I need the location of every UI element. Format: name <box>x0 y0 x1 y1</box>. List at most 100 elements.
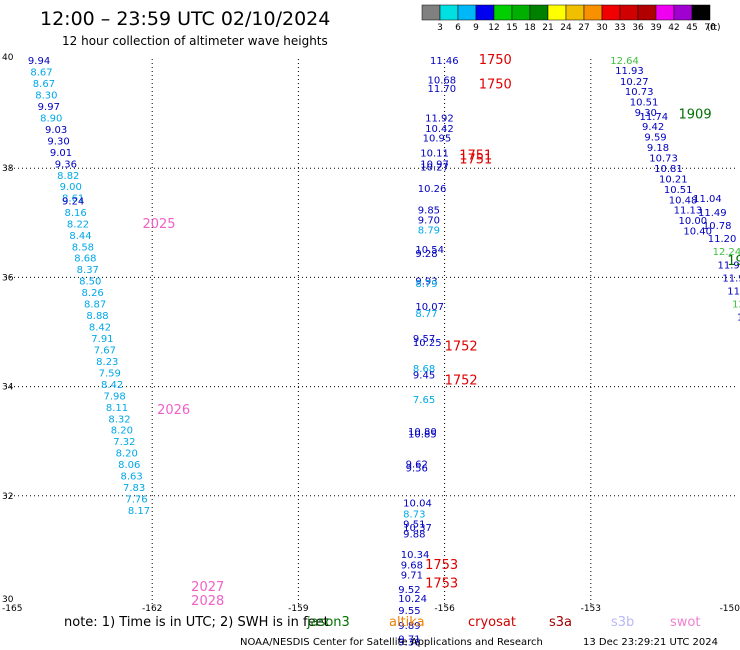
swh-value-jason3: 11.98 <box>718 260 740 271</box>
swh-value-swot: 7.67 <box>94 345 116 356</box>
colorbar-label: 21 <box>542 23 553 33</box>
colorbar-label: 39 <box>650 23 662 33</box>
x-tick-label: -150 <box>720 604 740 614</box>
swh-value-jason3: 11.90 <box>727 287 740 298</box>
colorbar-swatch <box>457 4 477 21</box>
swh-value-s3a: 10.21 <box>659 175 688 186</box>
satellite-legend: jason3 altika cryosat s3a s3b swot <box>306 615 700 630</box>
swh-value-swot: 8.20 <box>111 426 133 437</box>
swh-value-cryosat: 10.04 <box>403 498 432 509</box>
pass-label-cryosat: 1752 <box>445 374 478 389</box>
swh-value-swot: 9.30 <box>47 136 69 147</box>
pass-label-jason3: 191 <box>727 254 740 269</box>
swh-value-swot: 8.68 <box>74 254 96 265</box>
swh-value-swot: 8.17 <box>128 506 150 517</box>
swh-value-swot: 8.26 <box>82 288 104 299</box>
colorbar-swatch <box>475 4 495 21</box>
legend-item-cryosat: cryosat <box>468 615 516 630</box>
swh-value-s3a: 9.30 <box>635 108 657 119</box>
swh-value-swot: 8.63 <box>121 472 143 483</box>
footer-note: note: 1) Time is in UTC; 2) SWH is in fe… <box>64 615 329 630</box>
swh-value-swot: 8.11 <box>106 403 128 414</box>
footer-timestamp: 13 Dec 23:29:21 UTC 2024 <box>583 637 718 648</box>
legend-item-s3a: s3a <box>549 615 572 630</box>
swh-value-swot: 8.32 <box>108 414 130 425</box>
colorbar-swatch <box>439 4 459 21</box>
swh-value-swot: 8.88 <box>86 311 108 322</box>
swh-value-cryosat: 9.55 <box>398 606 420 617</box>
swh-value-s3a: 10.27 <box>620 77 649 88</box>
colorbar-unit: (ft) <box>707 23 721 33</box>
pass-label-cryosat: 1750 <box>479 78 512 93</box>
pass-label-swot: 2026 <box>157 403 190 418</box>
x-tick-label: -165 <box>2 604 22 614</box>
swh-value-s3a: 10.81 <box>654 164 683 175</box>
swh-value-cryosat: 9.85 <box>418 206 440 217</box>
swh-value-s3a: 10.73 <box>625 87 654 98</box>
swh-value-swot: 7.76 <box>125 495 147 506</box>
swh-value-swot: 8.16 <box>64 208 86 219</box>
swh-value-cryosat: 10.11 <box>420 148 449 159</box>
chart-subtitle: 12 hour collection of altimeter wave hei… <box>62 34 328 48</box>
swh-value-cryosat: 10.37 <box>403 523 432 534</box>
swh-value-s3a: 11.13 <box>674 206 703 217</box>
swh-value-swot: 9.00 <box>60 182 82 193</box>
colorbar-swatch <box>421 4 441 21</box>
swh-value-cryosat: 10.85 <box>408 430 437 441</box>
colorbar-swatch <box>511 4 531 21</box>
swh-value-s3a: 10.00 <box>679 216 708 227</box>
colorbar-label: 33 <box>614 23 625 33</box>
swh-value-s3a: 10.51 <box>664 185 693 196</box>
swh-value-cryosat: 8.79 <box>418 225 440 236</box>
swh-value-jason3: 11.3 <box>737 313 740 324</box>
colorbar-label: 45 <box>686 23 697 33</box>
pass-label-jason3: 1909 <box>679 108 712 123</box>
swh-value-jason3: 11.04 <box>693 194 722 205</box>
swh-value-swot: 8.20 <box>116 449 138 460</box>
chart-title: 12:00 – 23:59 UTC 02/10/2024 <box>40 8 330 30</box>
swh-value-cryosat: 8.77 <box>415 309 437 320</box>
colorbar-swatch <box>691 4 711 21</box>
swh-value-cryosat: 10.42 <box>425 124 454 135</box>
swh-value-cryosat: 10.80 <box>408 427 437 438</box>
colorbar-swatch <box>493 4 513 21</box>
pass-label-cryosat: 1751 <box>459 152 492 167</box>
swh-value-swot: 9.36 <box>55 159 77 170</box>
colorbar-label: 24 <box>560 23 572 33</box>
swh-value-swot: 8.67 <box>30 68 52 79</box>
pass-label-swot: 2025 <box>142 217 175 232</box>
swh-value-swot: 8.42 <box>101 380 123 391</box>
pass-label-swot: 2028 <box>191 594 224 609</box>
swh-value-cryosat: 10.27 <box>420 163 449 174</box>
x-axis-ticks: -165 -162 -159 -156 -153 -150 <box>2 604 740 614</box>
data-points: 11.04 11.49 10.78 11.20 12.24 11.98 11.93 11.90… <box>28 56 740 649</box>
colorbar-label: 6 <box>455 23 461 33</box>
swh-value-swot: 9.97 <box>38 102 60 113</box>
swh-value-jason3: 12.24 <box>713 247 740 258</box>
swh-value-cryosat: 9.70 <box>418 216 440 227</box>
colorbar-label: 12 <box>488 23 499 33</box>
swh-value-swot: 9.24 <box>62 196 84 207</box>
colorbar-label: 9 <box>473 23 479 33</box>
swh-value-swot: 8.67 <box>33 79 55 90</box>
swh-value-swot: 7.32 <box>113 437 135 448</box>
swh-value-swot: 8.61 <box>62 194 84 205</box>
swh-value-cryosat: 10.24 <box>398 594 427 605</box>
swh-value-cryosat: 9.36 <box>398 638 420 649</box>
swh-value-cryosat: 10.95 <box>423 134 452 145</box>
swh-value-cryosat: 10.25 <box>413 338 442 349</box>
swh-value-swot: 8.44 <box>69 231 91 242</box>
swh-value-cryosat: 11.70 <box>428 84 457 95</box>
swh-value-jason3: 11.93 <box>722 273 740 284</box>
swh-value-swot: 8.58 <box>72 242 94 253</box>
x-tick-label: -153 <box>581 604 601 614</box>
colorbar-swatch <box>583 4 603 21</box>
pass-label-cryosat: 1750 <box>479 53 512 68</box>
swh-value-cryosat: 7.65 <box>413 395 435 406</box>
swh-value-swot: 7.83 <box>123 483 145 494</box>
colorbar-label: 18 <box>524 23 536 33</box>
swh-value-swot: 9.03 <box>45 125 67 136</box>
colorbar-label: 3 <box>437 23 443 33</box>
